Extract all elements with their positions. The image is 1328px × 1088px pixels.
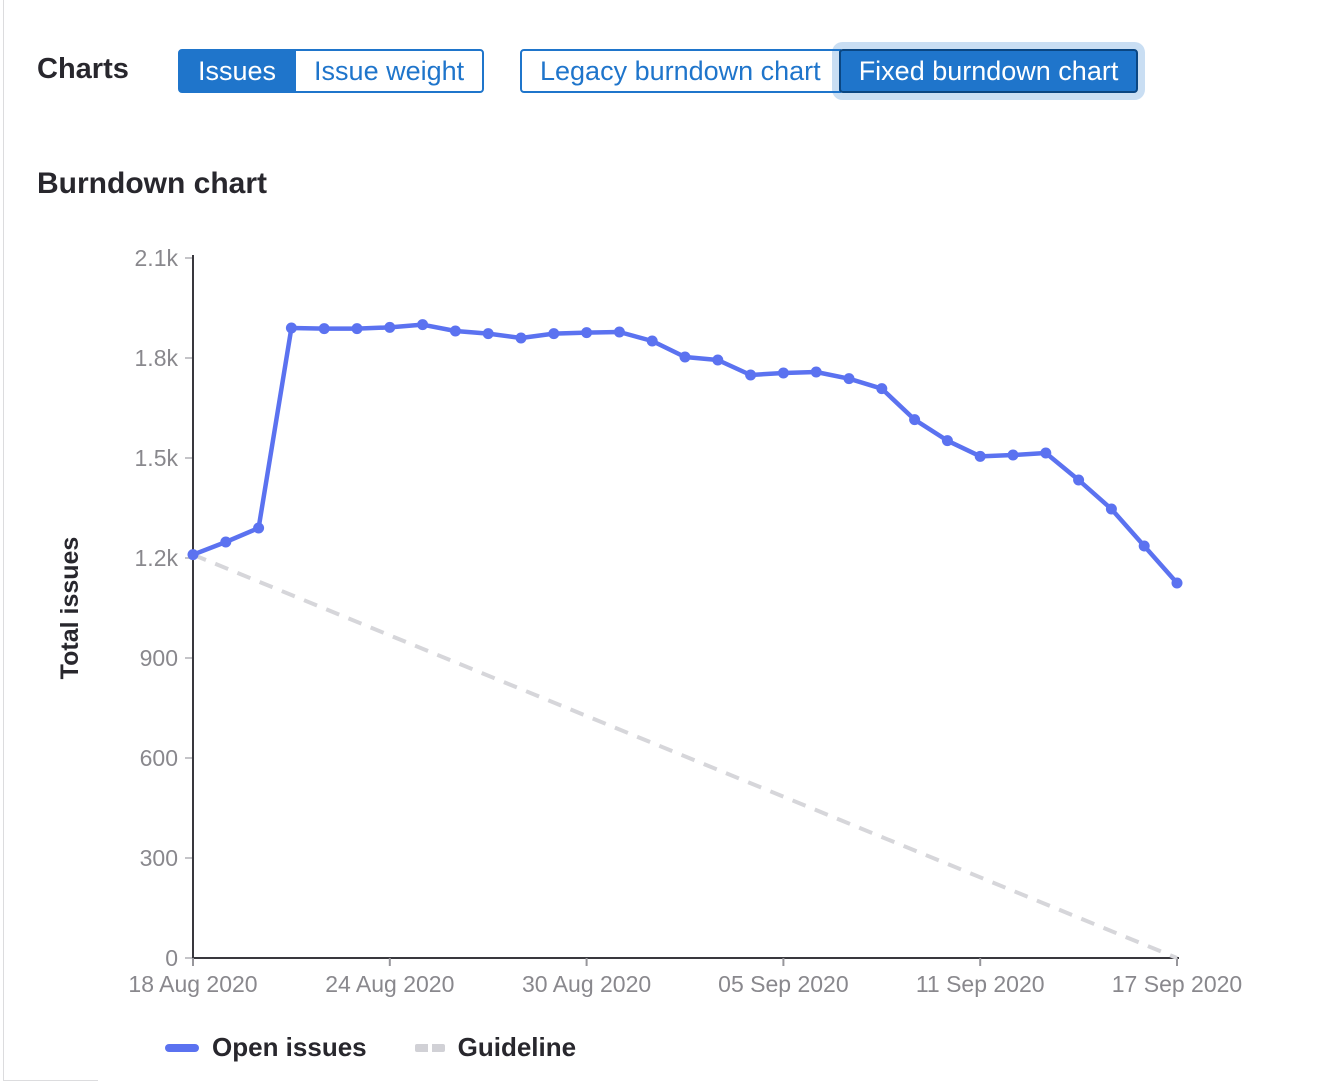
x-axis: 18 Aug 2020 24 Aug 2020 30 Aug 2020 05 Sep … bbox=[128, 957, 1242, 997]
data-point[interactable] bbox=[220, 536, 232, 548]
open-issues-line bbox=[190, 322, 1180, 586]
data-point[interactable] bbox=[449, 325, 461, 337]
metric-toggle-group: Issues Issue weight bbox=[178, 49, 485, 93]
y-tick-label: 1.8k bbox=[135, 345, 179, 371]
y-tick-label: 300 bbox=[140, 845, 178, 871]
panel-left-border bbox=[3, 0, 4, 1080]
data-point[interactable] bbox=[777, 367, 789, 379]
chart-type-toggle-group: Legacy burndown chart Fixed burndown cha… bbox=[520, 49, 1139, 93]
data-point[interactable] bbox=[1073, 474, 1085, 486]
y-tick-label: 900 bbox=[140, 645, 178, 671]
page-title: Burndown chart bbox=[37, 167, 267, 200]
data-point[interactable] bbox=[810, 366, 822, 378]
open-issues-legend-swatch bbox=[165, 1043, 199, 1052]
open-issues-points bbox=[187, 319, 1183, 589]
data-point[interactable] bbox=[1105, 503, 1117, 515]
data-point[interactable] bbox=[1171, 577, 1183, 589]
data-point[interactable] bbox=[1007, 449, 1019, 461]
legacy-burndown-chart-button[interactable]: Legacy burndown chart bbox=[520, 49, 841, 93]
data-point[interactable] bbox=[515, 332, 527, 344]
data-point[interactable] bbox=[974, 450, 986, 462]
x-tick-label: 24 Aug 2020 bbox=[325, 971, 454, 997]
y-tick-label: 2.1k bbox=[135, 245, 179, 271]
issues-toggle-button[interactable]: Issues bbox=[178, 49, 297, 93]
open-issues-legend-label: Open issues bbox=[212, 1032, 367, 1062]
data-point[interactable] bbox=[712, 354, 724, 366]
x-tick-label: 05 Sep 2020 bbox=[718, 971, 848, 997]
guideline-legend-label: Guideline bbox=[457, 1032, 577, 1062]
data-point[interactable] bbox=[482, 328, 494, 340]
data-point[interactable] bbox=[384, 321, 396, 333]
data-point[interactable] bbox=[417, 319, 429, 331]
panel-bottom-border bbox=[3, 1080, 98, 1081]
data-point[interactable] bbox=[843, 373, 855, 385]
y-tick-label: 1.2k bbox=[135, 545, 179, 571]
data-point[interactable] bbox=[1040, 447, 1052, 459]
data-point[interactable] bbox=[876, 383, 888, 395]
data-point[interactable] bbox=[613, 326, 625, 338]
y-axis-title: Total issues bbox=[56, 537, 84, 680]
data-point[interactable] bbox=[351, 323, 363, 335]
data-point[interactable] bbox=[646, 335, 658, 347]
data-point[interactable] bbox=[941, 435, 953, 447]
charts-label: Charts bbox=[37, 53, 129, 85]
guideline-legend-swatch bbox=[414, 1043, 445, 1052]
x-tick-label: 11 Sep 2020 bbox=[916, 971, 1045, 997]
guideline-line bbox=[192, 552, 1178, 960]
issue-weight-toggle-button[interactable]: Issue weight bbox=[294, 49, 485, 93]
x-tick-label: 30 Aug 2020 bbox=[522, 971, 651, 997]
y-tick-label: 0 bbox=[165, 945, 178, 971]
data-point[interactable] bbox=[253, 522, 265, 534]
data-point[interactable] bbox=[1138, 540, 1150, 552]
fixed-burndown-chart-button[interactable]: Fixed burndown chart bbox=[838, 49, 1139, 93]
guideline-legend-item[interactable]: Guideline bbox=[414, 1032, 577, 1063]
data-point[interactable] bbox=[679, 351, 691, 363]
y-axis: 0 300 600 900 1.2k 1.5k 1.8k 2.1k bbox=[135, 245, 194, 971]
x-tick-label: 18 Aug 2020 bbox=[128, 971, 257, 997]
data-point[interactable] bbox=[745, 369, 757, 381]
data-point[interactable] bbox=[318, 323, 330, 335]
data-point[interactable] bbox=[581, 327, 593, 339]
data-point[interactable] bbox=[187, 549, 199, 561]
open-issues-legend-item[interactable]: Open issues bbox=[165, 1032, 367, 1063]
y-tick-label: 1.5k bbox=[135, 445, 179, 471]
data-point[interactable] bbox=[285, 322, 297, 334]
data-point[interactable] bbox=[548, 328, 560, 340]
burndown-chart: 0 300 600 900 1.2k 1.5k 1.8k 2.1k 18 Aug 2020 24 … bbox=[56, 245, 1242, 997]
x-tick-label: 17 Sep 2020 bbox=[1112, 971, 1242, 997]
chart-legend: Open issues Guideline bbox=[165, 1032, 576, 1063]
y-tick-label: 600 bbox=[140, 745, 178, 771]
data-point[interactable] bbox=[909, 414, 921, 426]
